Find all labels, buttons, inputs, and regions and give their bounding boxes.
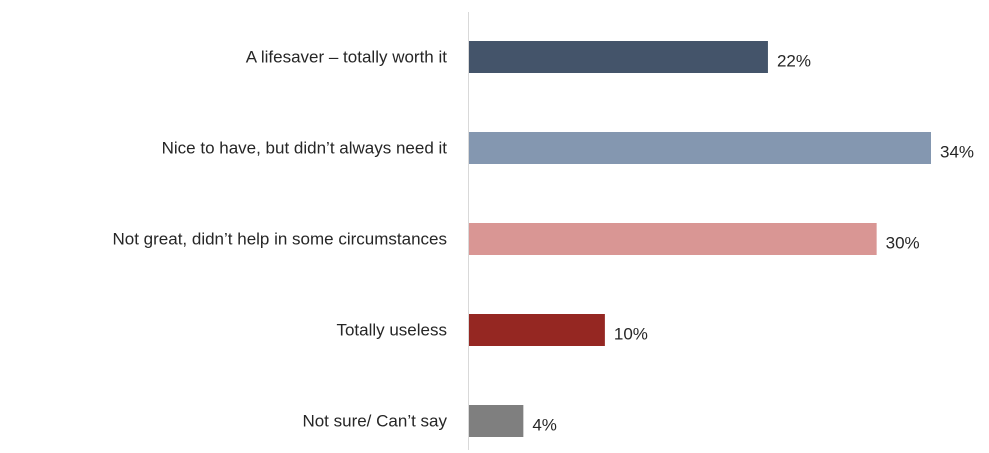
- category-label: Nice to have, but didn’t always need it: [162, 139, 448, 158]
- category-label: Not great, didn’t help in some circumsta…: [113, 230, 448, 249]
- value-label: 4%: [532, 416, 557, 435]
- bar: [469, 41, 768, 73]
- bars-group: A lifesaver – totally worth it 22% Nice to…: [113, 41, 974, 437]
- value-label: 22%: [777, 52, 811, 71]
- category-label: Totally useless: [336, 321, 447, 340]
- category-label: A lifesaver – totally worth it: [246, 48, 448, 67]
- bar: [469, 314, 605, 346]
- value-label: 10%: [614, 325, 648, 344]
- value-label: 34%: [940, 143, 974, 162]
- bar: [469, 132, 931, 164]
- bar: [469, 223, 877, 255]
- category-label: Not sure/ Can’t say: [302, 412, 447, 431]
- bar: [469, 405, 524, 437]
- value-label: 30%: [886, 234, 920, 253]
